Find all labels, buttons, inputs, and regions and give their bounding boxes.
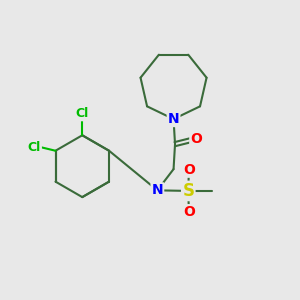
Text: N: N	[152, 183, 163, 197]
Text: Cl: Cl	[76, 107, 89, 120]
Text: O: O	[183, 163, 195, 177]
Text: Cl: Cl	[28, 141, 41, 154]
Text: O: O	[190, 132, 202, 146]
Text: O: O	[183, 205, 195, 219]
Text: S: S	[182, 182, 194, 200]
Text: N: N	[168, 112, 179, 126]
